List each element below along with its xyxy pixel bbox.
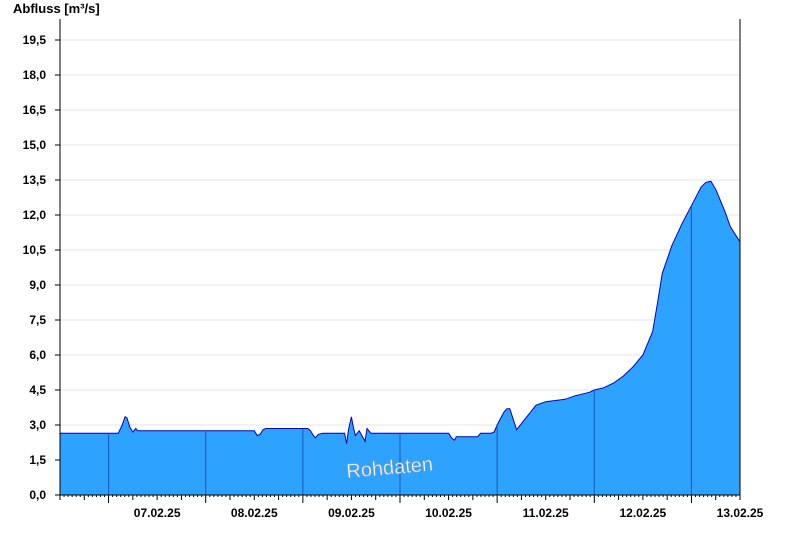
x-tick-label-0: 07.02.25	[134, 506, 181, 520]
series-fill	[60, 181, 740, 495]
y-tick-label-7: 10,5	[23, 243, 47, 257]
x-tick-label-4: 11.02.25	[523, 506, 569, 520]
x-tick-label-3: 10.02.25	[425, 506, 472, 520]
x-tick-label-6: 13.02.25	[717, 506, 764, 520]
y-tick-label-0: 0,0	[29, 488, 46, 502]
y-tick-label-4: 6,0	[29, 348, 46, 362]
series-area	[60, 180, 741, 495]
y-tick-label-10: 15,0	[23, 138, 47, 152]
y-axis-label: Abfluss [m³/s]	[13, 1, 100, 16]
y-tick-label-5: 7,5	[29, 313, 46, 327]
y-tick-label-6: 9,0	[29, 278, 46, 292]
y-tick-label-13: 19,5	[23, 33, 47, 47]
y-tick-label-11: 16,5	[23, 103, 47, 117]
y-tick-label-3: 4,5	[29, 383, 46, 397]
series-line	[60, 180, 741, 444]
day-boundary-lines	[108, 205, 692, 495]
x-tick-label-5: 12.02.25	[619, 506, 666, 520]
x-tick-label-1: 08.02.25	[231, 506, 278, 520]
y-tick-label-2: 3,0	[29, 418, 46, 432]
y-ticks: 0,0 1,5 3,0 4,5 6,0 7,5 9,0 10,5 12,0 13,5 15,0 16,…	[23, 33, 60, 502]
x-tick-label-2: 09.02.25	[328, 506, 375, 520]
y-tick-label-8: 12,0	[23, 208, 47, 222]
y-tick-label-9: 13,5	[23, 173, 47, 187]
x-ticks: 07.02.25 08.02.25 09.02.25 10.02.25 11.02.25…	[59, 495, 764, 520]
y-tick-label-12: 18,0	[23, 68, 47, 82]
y-tick-label-1: 1,5	[29, 453, 46, 467]
